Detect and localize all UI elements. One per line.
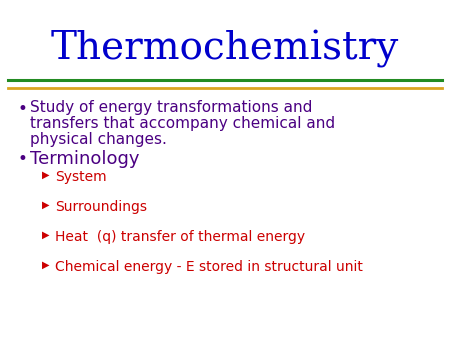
Text: •: • [18, 150, 28, 168]
Text: Surroundings: Surroundings [55, 200, 147, 214]
Text: System: System [55, 170, 107, 184]
Text: ▶: ▶ [42, 200, 50, 210]
Text: transfers that accompany chemical and: transfers that accompany chemical and [30, 116, 335, 131]
Text: ▶: ▶ [42, 260, 50, 270]
Text: Study of energy transformations and: Study of energy transformations and [30, 100, 312, 115]
Text: physical changes.: physical changes. [30, 132, 167, 147]
Text: Chemical energy - E stored in structural unit: Chemical energy - E stored in structural… [55, 260, 363, 274]
Text: Heat  (q) transfer of thermal energy: Heat (q) transfer of thermal energy [55, 230, 305, 244]
Text: Thermochemistry: Thermochemistry [51, 30, 399, 68]
Text: ▶: ▶ [42, 230, 50, 240]
Text: ▶: ▶ [42, 170, 50, 180]
Text: •: • [18, 100, 28, 118]
Text: Terminology: Terminology [30, 150, 140, 168]
